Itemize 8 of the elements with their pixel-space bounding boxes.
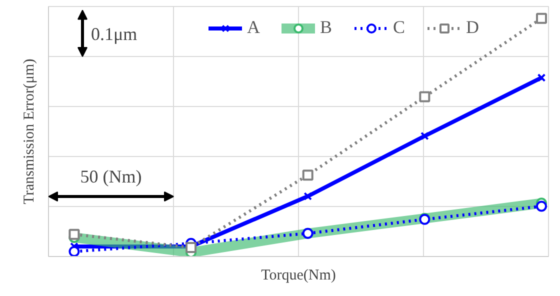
legend-label: A (247, 17, 261, 38)
annotation: 0.1μm (91, 24, 138, 44)
x-axis-title: Torque(Nm) (261, 268, 336, 284)
legend-label: B (320, 17, 334, 38)
legend-label: C (393, 17, 406, 38)
annotation: 50 (Nm) (80, 166, 142, 186)
y-axis-title: Transmission Error(μm) (22, 58, 38, 204)
legend-label: D (466, 17, 480, 38)
